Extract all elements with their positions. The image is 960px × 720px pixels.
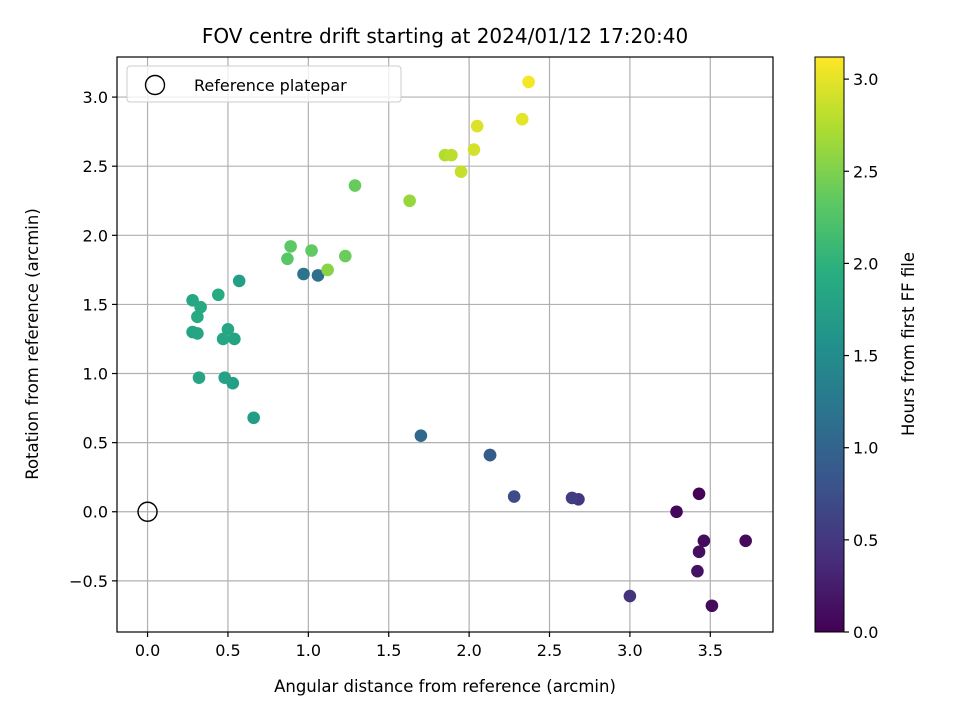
- data-point: [467, 143, 481, 156]
- data-point: [281, 252, 294, 266]
- colorbar-tick-label: 0.0: [853, 623, 878, 642]
- data-point: [218, 371, 232, 384]
- reference-marker-layer: [137, 501, 158, 522]
- data-point: [623, 589, 637, 603]
- y-tick-label: 1.0: [83, 365, 108, 384]
- x-tick-label: 2.0: [456, 641, 481, 660]
- colorbar-tick-label: 2.0: [853, 254, 878, 273]
- data-point: [470, 119, 484, 133]
- y-axis: −0.5 0.0 0.5 1.0 1.5 2.0 2.5 3.0: [69, 88, 117, 591]
- x-axis-label: Angular distance from reference (arcmin): [274, 677, 616, 696]
- data-point: [232, 274, 246, 288]
- data-point: [191, 327, 204, 340]
- data-point: [305, 244, 318, 257]
- x-tick-label: 1.0: [296, 641, 321, 660]
- x-tick-label: 3.0: [617, 641, 642, 660]
- colorbar-tick-label: 1.5: [853, 347, 878, 366]
- data-point: [348, 179, 362, 192]
- data-point: [284, 240, 297, 253]
- data-point: [691, 564, 704, 578]
- data-point: [483, 448, 497, 462]
- x-tick-label: 0.5: [215, 641, 240, 660]
- y-tick-label: 0.0: [83, 503, 108, 522]
- legend-marker-hollow-circle: [144, 74, 166, 96]
- data-point: [228, 332, 241, 346]
- colorbar-gradient: [814, 56, 845, 633]
- legend: Reference platepar: [126, 65, 402, 103]
- chart-title: FOV centre drift starting at 2024/01/12 …: [202, 24, 688, 48]
- plot-frame: [116, 56, 774, 633]
- y-tick-label: 3.0: [83, 88, 108, 107]
- data-point: [216, 332, 230, 346]
- colorbar-ticks: 0.0 0.5 1.0 1.5 2.0 2.5 3.0: [844, 70, 878, 642]
- y-tick-label: 2.5: [83, 157, 108, 176]
- data-point: [247, 411, 260, 425]
- data-point: [565, 491, 579, 505]
- data-point: [692, 487, 706, 501]
- colorbar-tick-label: 2.5: [853, 162, 878, 181]
- colorbar-tick-label: 1.0: [853, 439, 878, 458]
- data-point: [515, 112, 529, 126]
- x-tick-label: 2.5: [537, 641, 562, 660]
- data-point: [692, 545, 706, 559]
- y-tick-label: 1.5: [83, 295, 108, 314]
- y-tick-label: −0.5: [69, 572, 108, 591]
- data-point: [297, 267, 310, 281]
- data-point: [186, 293, 199, 307]
- data-point: [705, 599, 719, 613]
- colorbar-tick-label: 3.0: [853, 70, 878, 89]
- data-point: [507, 490, 521, 503]
- data-point: [445, 148, 458, 162]
- data-point: [403, 194, 416, 208]
- data-point: [339, 249, 352, 263]
- data-point: [311, 269, 325, 282]
- legend-box: [126, 65, 402, 103]
- data-point: [192, 371, 206, 384]
- data-points: [186, 75, 752, 613]
- data-point: [522, 75, 535, 89]
- colorbar-label: Hours from first FF file: [899, 252, 918, 436]
- data-point: [414, 429, 428, 443]
- plot-grid: [117, 57, 773, 632]
- colorbar-tick-label: 0.5: [853, 531, 878, 550]
- x-tick-label: 3.5: [698, 641, 723, 660]
- x-axis: 0.0 0.5 1.0 1.5 2.0 2.5 3.0 3.5: [135, 632, 723, 660]
- data-point: [211, 288, 225, 302]
- y-axis-label: Rotation from reference (arcmin): [23, 208, 42, 480]
- y-tick-label: 0.5: [83, 434, 108, 453]
- data-point: [670, 505, 683, 519]
- y-tick-label: 2.0: [83, 226, 108, 245]
- reference-platepar-marker: [137, 501, 158, 522]
- data-point: [454, 165, 468, 179]
- data-point: [191, 310, 204, 324]
- data-point: [321, 263, 334, 277]
- legend-label: Reference platepar: [194, 76, 347, 95]
- data-point: [739, 534, 752, 548]
- data-point: [697, 534, 711, 548]
- colorbar: 0.0 0.5 1.0 1.5 2.0 2.5 3.0 Hours from first F…: [814, 56, 918, 642]
- data-point: [221, 322, 235, 336]
- x-tick-label: 0.0: [135, 641, 160, 660]
- x-tick-label: 1.5: [376, 641, 401, 660]
